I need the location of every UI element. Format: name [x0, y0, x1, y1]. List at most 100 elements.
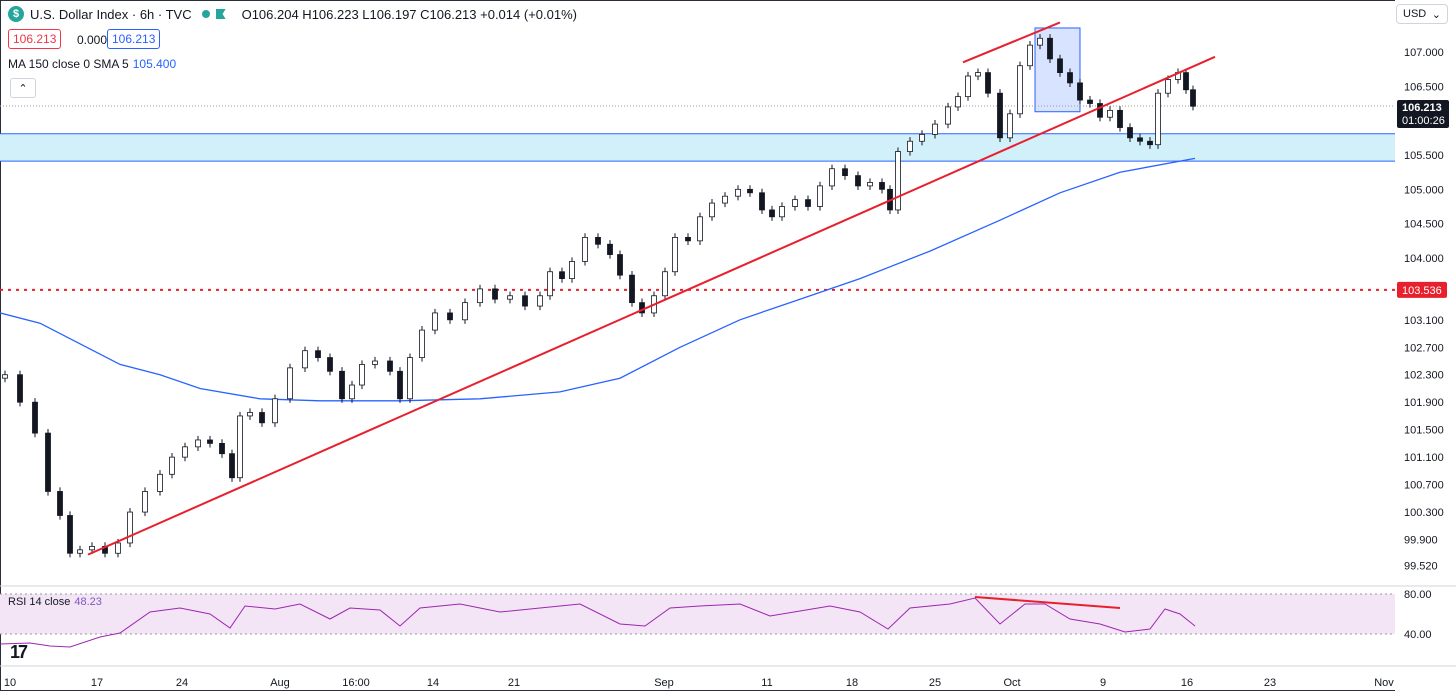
candle [57, 487, 63, 520]
candle-body [829, 168, 835, 187]
price-tick-label: 101.900 [1404, 397, 1444, 409]
flag-icon [215, 9, 226, 19]
candle-body [607, 243, 613, 255]
candle-body [182, 446, 188, 458]
last-price-label: 106.213 [1402, 102, 1442, 114]
candle [547, 267, 553, 300]
time-tick-label: 24 [176, 677, 188, 689]
price-tick-label: 100.700 [1404, 480, 1444, 492]
candle [77, 545, 83, 558]
candle-body [522, 295, 528, 307]
candle-body [17, 374, 23, 403]
candle-body [287, 367, 293, 400]
candle [855, 171, 861, 191]
ohlc-values: O106.204 H106.223 L106.197 C106.213 +0.0… [241, 6, 577, 22]
candle-body [559, 271, 565, 280]
candle [945, 102, 951, 129]
candle-body [965, 75, 971, 98]
candle-body [359, 364, 365, 386]
candle [1190, 85, 1196, 111]
candle-body [372, 360, 378, 365]
candle [1155, 89, 1161, 149]
candle [1027, 41, 1033, 70]
currency-select[interactable]: USD ⌄ [1396, 4, 1448, 24]
candle-body [595, 236, 601, 245]
candle [759, 188, 765, 215]
candle [709, 198, 715, 221]
price-tick-label: 101.100 [1404, 452, 1444, 464]
currency-label: USD [1403, 8, 1427, 20]
price-tick-label: 100.300 [1404, 507, 1444, 519]
sell-price-button[interactable]: 106.213 [8, 29, 62, 49]
candle-body [272, 398, 278, 424]
time-tick-label: Aug [270, 677, 290, 689]
dollar-logo-icon: $ [8, 6, 24, 22]
candle [985, 68, 991, 98]
candle-body [349, 384, 355, 400]
candle-body [1127, 127, 1133, 139]
ma-value: 105.400 [132, 57, 177, 71]
candle [287, 363, 293, 403]
candle [1147, 137, 1153, 149]
candle-body [397, 370, 403, 400]
candle [67, 511, 73, 558]
price-tick-label: 102.700 [1404, 342, 1444, 354]
candle [569, 257, 575, 283]
candle-body [1165, 79, 1171, 94]
candle-body [569, 261, 575, 279]
candle-body [855, 175, 861, 187]
rsi-legend[interactable]: RSI 14 close 48.23 [8, 596, 102, 608]
ma-legend[interactable]: MA 150 close 0 SMA 5 105.400 [8, 57, 176, 71]
candle [1183, 68, 1189, 94]
price-tick-label: 102.300 [1404, 370, 1444, 382]
time-tick-label: 9 [1100, 677, 1106, 689]
collapse-legend-button[interactable]: ⌃ [10, 78, 36, 98]
candle-body [895, 151, 901, 211]
candle-body [462, 302, 468, 321]
candle-body [339, 370, 345, 400]
candle [1057, 54, 1063, 77]
candle-body [327, 357, 333, 372]
candle [522, 291, 528, 311]
candle-body [419, 329, 425, 358]
candle-body [229, 453, 235, 479]
candle-body [195, 439, 201, 448]
candle [735, 185, 741, 201]
candle-body [57, 491, 63, 516]
candle [372, 356, 378, 369]
candle [662, 267, 668, 300]
candle-body [115, 542, 121, 554]
candle-body [907, 140, 913, 152]
candle [477, 284, 483, 307]
candle [722, 192, 728, 208]
candle [142, 487, 148, 517]
candle [792, 195, 798, 211]
candle-body [315, 350, 321, 358]
price-tick-label: 101.500 [1404, 425, 1444, 437]
candle-body [1027, 44, 1033, 67]
candle [1087, 95, 1093, 108]
symbol-legend[interactable]: $ U.S. Dollar Index · 6h · TVC O106.204 … [8, 6, 577, 22]
candle [419, 325, 425, 362]
candle [507, 291, 513, 304]
buy-price-button[interactable]: 106.213 [107, 29, 161, 49]
candle-body [735, 188, 741, 197]
candle-body [817, 185, 823, 207]
candle [349, 380, 355, 403]
candle [45, 428, 51, 496]
time-tick-label: 23 [1264, 677, 1276, 689]
candle-body [867, 182, 873, 187]
candle [397, 367, 403, 403]
candle [1127, 123, 1133, 142]
time-tick-label: 18 [846, 677, 858, 689]
candle-body [805, 199, 811, 207]
candle [779, 202, 785, 221]
candle-body [955, 96, 961, 108]
candle [867, 178, 873, 191]
candle-body [1155, 92, 1161, 146]
candle [17, 370, 23, 407]
price-tick-label: 104.500 [1404, 219, 1444, 231]
candle-body [302, 350, 308, 369]
candle [1117, 106, 1123, 132]
